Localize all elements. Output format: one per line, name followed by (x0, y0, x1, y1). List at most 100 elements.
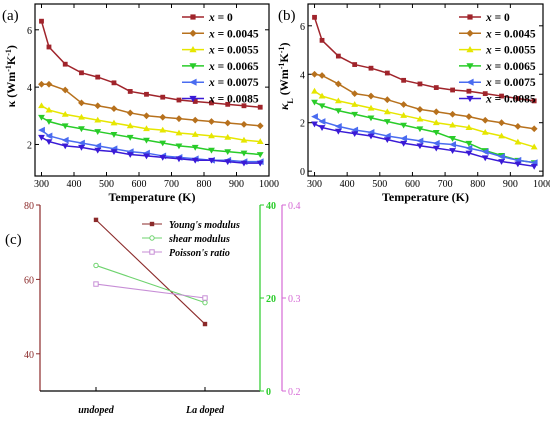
y-tick-label: 4 (300, 70, 305, 81)
data-point (78, 126, 85, 133)
right2-tick-label: 0.2 (288, 387, 301, 398)
legend-marker (189, 78, 197, 86)
data-point (334, 122, 342, 130)
data-point (202, 295, 208, 301)
data-point (481, 116, 489, 124)
data-point (46, 44, 52, 50)
data-point (110, 119, 118, 126)
legend-entry: x = 0 (485, 12, 510, 24)
legend-marker (466, 63, 474, 70)
data-point (208, 157, 215, 164)
legend-marker (149, 235, 155, 241)
data-point (208, 132, 215, 139)
data-point (38, 114, 45, 121)
data-point (191, 157, 199, 164)
data-point (159, 113, 167, 121)
data-point (45, 139, 53, 145)
data-point (530, 163, 538, 170)
data-point (449, 148, 456, 154)
data-point (498, 153, 505, 161)
left-tick-label: 80 (24, 201, 34, 212)
data-point (432, 119, 440, 126)
data-point (318, 103, 326, 110)
panel-c: 40 60 80 0 20 40 0.2 0.3 0.4 undoped La doped Young… (24, 201, 301, 416)
data-point (433, 85, 439, 90)
data-point (78, 139, 85, 147)
legend-entry: Young's modulus (169, 220, 240, 231)
series-line (95, 283, 206, 299)
right2-tick-label: 0.4 (288, 201, 301, 212)
x-tick-label: 300 (34, 179, 49, 190)
data-point (126, 122, 134, 129)
data-point (45, 132, 53, 140)
data-point (61, 136, 69, 144)
panel-a-label: (a) (2, 8, 19, 24)
data-point (352, 62, 358, 67)
legend-marker (189, 29, 197, 37)
data-point (38, 102, 45, 109)
data-point (318, 72, 326, 79)
data-point (482, 91, 488, 97)
left-tick-label: 40 (24, 350, 34, 361)
data-point (334, 80, 342, 88)
data-point (241, 103, 247, 109)
legend-entry: shear modulus (168, 234, 230, 245)
data-point (94, 142, 102, 150)
legend-marker (189, 46, 197, 53)
data-point (351, 131, 359, 138)
data-point (225, 101, 231, 107)
y-tick-label: 0 (300, 167, 305, 178)
legend-marker (467, 14, 473, 20)
data-point (38, 80, 45, 88)
legend-entry: x = 0.0085 (485, 94, 536, 106)
data-point (416, 126, 424, 133)
data-point (143, 153, 150, 160)
data-point (208, 147, 215, 154)
data-point (449, 141, 456, 148)
data-point (481, 128, 489, 135)
y-tick-label: 6 (27, 26, 32, 37)
data-point (93, 281, 99, 287)
data-point (202, 321, 208, 327)
data-point (465, 150, 473, 157)
data-point (351, 111, 359, 118)
data-point (224, 149, 232, 156)
legend-entry: x = 0.0065 (485, 61, 536, 73)
data-point (481, 148, 489, 156)
data-point (126, 152, 134, 158)
data-point (465, 113, 473, 121)
x-tick-label: 600 (405, 179, 420, 190)
data-point (334, 108, 342, 114)
data-point (466, 88, 472, 94)
data-point (311, 99, 318, 106)
y-axis-label: κ (Wm-1K-1) (4, 45, 19, 107)
legend-marker (466, 78, 474, 86)
data-point (144, 91, 149, 97)
data-point (61, 86, 69, 94)
data-point (531, 98, 537, 104)
data-point (383, 96, 391, 104)
data-point (367, 133, 375, 140)
y-tick-label: 4 (27, 83, 32, 94)
data-point (45, 106, 53, 113)
data-point (367, 92, 375, 100)
data-point (311, 70, 318, 78)
data-point (400, 101, 408, 108)
data-point (61, 110, 69, 117)
legend-entry: x = 0.0045 (485, 28, 536, 40)
data-point (93, 217, 99, 223)
right2-tick-label: 0.3 (288, 294, 301, 305)
data-point (384, 70, 390, 76)
data-point (143, 112, 150, 120)
data-point (514, 161, 522, 168)
data-point (78, 144, 85, 151)
data-point (383, 108, 391, 115)
data-point (416, 143, 424, 150)
data-point (94, 147, 102, 154)
data-point (202, 299, 208, 306)
legend-marker (189, 95, 197, 103)
data-point (79, 70, 84, 76)
data-point (400, 135, 408, 142)
data-point (208, 118, 215, 125)
